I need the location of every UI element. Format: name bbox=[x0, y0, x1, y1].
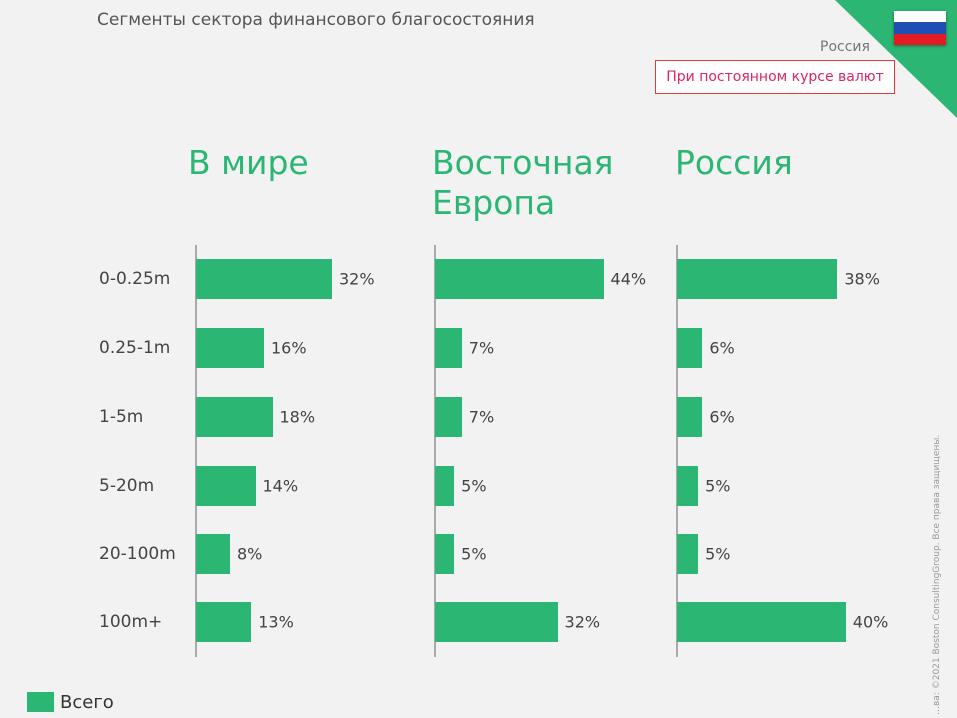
data-label: 40% bbox=[852, 612, 889, 632]
data-label: 32% bbox=[564, 612, 601, 632]
bar bbox=[435, 397, 462, 437]
data-label: 38% bbox=[844, 269, 880, 289]
bar bbox=[677, 534, 699, 574]
data-label: 6% bbox=[709, 407, 735, 427]
bar bbox=[435, 602, 558, 642]
bar bbox=[196, 466, 256, 506]
data-label: 5% bbox=[705, 476, 731, 496]
bar bbox=[677, 602, 846, 642]
legend-label: Всего bbox=[60, 692, 114, 713]
panel-title: Россия bbox=[675, 143, 793, 182]
bar bbox=[435, 259, 604, 299]
bar bbox=[196, 259, 332, 299]
data-label: 44% bbox=[610, 269, 647, 289]
data-label: 5% bbox=[461, 544, 487, 564]
data-label: 14% bbox=[262, 476, 299, 496]
copyright: …ва: ©2021 Boston ConsultingGroup. Все п… bbox=[932, 434, 942, 715]
bar bbox=[196, 328, 264, 368]
data-label: 13% bbox=[258, 612, 294, 632]
panel-title: В мире bbox=[188, 143, 309, 182]
category-label: 1-5m bbox=[99, 407, 144, 427]
category-label: 0-0.25m bbox=[99, 269, 171, 289]
bar bbox=[677, 466, 699, 506]
data-label: 32% bbox=[339, 269, 375, 289]
axis-line bbox=[676, 245, 678, 657]
data-label: 5% bbox=[705, 544, 731, 564]
legend-swatch bbox=[27, 692, 54, 712]
currency-note: При постоянном курсе валют bbox=[655, 60, 895, 94]
data-label: 18% bbox=[279, 407, 316, 427]
category-label: 100m+ bbox=[99, 612, 163, 632]
data-label: 6% bbox=[709, 338, 735, 358]
data-label: 8% bbox=[237, 544, 263, 564]
russia-flag-icon bbox=[894, 11, 946, 45]
bar bbox=[196, 397, 273, 437]
bar bbox=[196, 602, 252, 642]
bar bbox=[435, 534, 455, 574]
page-title: Сегменты сектора финансового благосостоя… bbox=[97, 10, 535, 30]
data-label: 7% bbox=[468, 338, 495, 358]
bar bbox=[677, 259, 838, 299]
bar bbox=[435, 328, 462, 368]
category-label: 0.25-1m bbox=[99, 338, 171, 358]
category-label: 5-20m bbox=[99, 476, 155, 496]
bar bbox=[196, 534, 230, 574]
category-label: 20-100m bbox=[99, 544, 176, 564]
axis-line bbox=[195, 245, 197, 657]
bar bbox=[677, 397, 703, 437]
axis-line bbox=[434, 245, 436, 657]
bar bbox=[435, 466, 455, 506]
panel-title: Восточная Европа bbox=[432, 143, 614, 222]
data-label: 7% bbox=[468, 407, 495, 427]
data-label: 5% bbox=[461, 476, 487, 496]
bar bbox=[677, 328, 703, 368]
data-label: 16% bbox=[271, 338, 307, 358]
region-label: Россия bbox=[820, 39, 870, 55]
